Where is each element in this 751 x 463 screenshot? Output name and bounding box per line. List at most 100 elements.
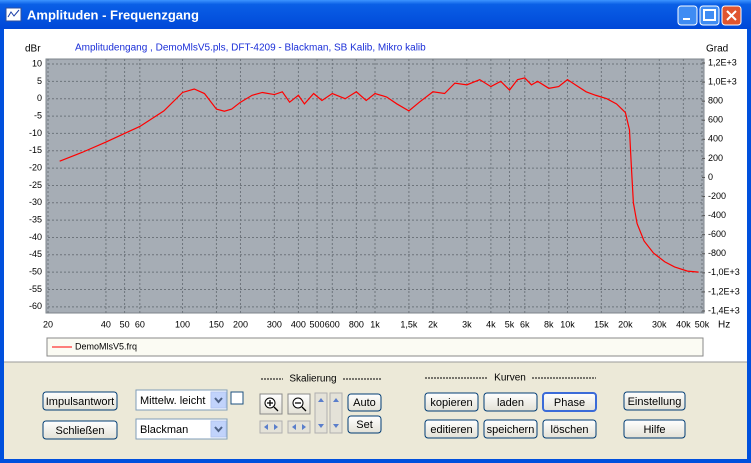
x-tick-label: 800 [349, 319, 364, 329]
y2-axis-label: Grad [706, 44, 728, 55]
y-tick-label: -30 [29, 197, 42, 207]
y-axis-label: dBr [25, 44, 41, 55]
button[interactable]: editieren [424, 419, 479, 439]
x-tick-label: 40k [676, 319, 691, 329]
y-tick-label: -35 [29, 214, 42, 224]
x-tick-label: 8k [544, 319, 554, 329]
y-tick-label: -50 [29, 267, 42, 277]
button[interactable]: Set [347, 415, 382, 434]
button[interactable]: löschen [542, 419, 597, 439]
title-bar [0, 0, 751, 29]
maximize-glyph [703, 9, 716, 21]
y-tick-label: 10 [32, 58, 42, 68]
button[interactable]: Auto [347, 393, 382, 412]
x-tick-label: 600 [325, 319, 340, 329]
button[interactable]: Einstellung [623, 391, 686, 411]
button-label: speichern [487, 424, 535, 436]
y2-tick-label: 1,2E+3 [708, 57, 737, 67]
minimize-button[interactable] [677, 5, 698, 26]
window-title: Amplituden - Frequenzgang [27, 7, 199, 22]
app-icon [5, 7, 22, 22]
data-line [59, 77, 699, 273]
button-label: Schließen [56, 425, 105, 437]
checkbox[interactable] [230, 391, 244, 405]
y-tick-label: -15 [29, 145, 42, 155]
button[interactable]: Impulsantwort [42, 391, 118, 411]
button-label: laden [497, 397, 524, 409]
y2-tick-label: 600 [708, 115, 723, 125]
x-tick-label: 1k [370, 319, 380, 329]
button-label: Einstellung [628, 396, 682, 408]
x-tick-label: 400 [291, 319, 306, 329]
y2-tick-label: 800 [708, 96, 723, 106]
select-value: Blackman [140, 424, 188, 436]
y2-tick-label: -200 [708, 191, 726, 201]
y-tick-label: -5 [34, 110, 42, 120]
y-tick-label: 0 [37, 93, 42, 103]
legend-label: DemoMlsV5.frq [75, 341, 137, 351]
zoom-out-button[interactable] [287, 393, 311, 415]
x-tick-label: 150 [209, 319, 224, 329]
shift-buttons[interactable] [314, 392, 343, 434]
button[interactable]: speichern [483, 419, 538, 439]
button[interactable]: Hilfe [623, 419, 686, 439]
x-tick-label: 20 [43, 319, 53, 329]
y2-tick-label: 0 [708, 172, 713, 182]
y-tick-label: -40 [29, 232, 42, 242]
chart-subtitle: Amplitudengang , DemoMlsV5.pls, DFT-4209… [75, 43, 426, 54]
button[interactable]: laden [483, 392, 538, 412]
y2-tick-label: -1,2E+3 [708, 286, 740, 296]
x-unit-label: Hz [718, 320, 730, 331]
legend [46, 337, 704, 357]
x-tick-label: 40 [101, 319, 111, 329]
y2-tick-label: -1,0E+3 [708, 267, 740, 277]
button-label: Set [356, 419, 373, 431]
x-tick-label: 1,5k [400, 319, 418, 329]
y2-tick-label: -400 [708, 210, 726, 220]
button-label: löschen [551, 424, 589, 436]
x-tick-label: 50k [695, 319, 710, 329]
button-label: Hilfe [643, 424, 665, 436]
button-label: Phase [554, 397, 585, 409]
button[interactable]: Phase [542, 392, 597, 412]
button[interactable]: kopieren [424, 392, 479, 412]
x-tick-label: 200 [233, 319, 248, 329]
zoom-in-button[interactable] [259, 393, 283, 415]
y2-tick-label: -600 [708, 229, 726, 239]
app-icon-glyph [7, 9, 20, 18]
x-tick-label: 15k [594, 319, 609, 329]
minimize-glyph [683, 18, 690, 20]
y2-tick-label: -1,4E+3 [708, 305, 740, 315]
y-tick-label: -45 [29, 249, 42, 259]
group-label: Skalierung [289, 374, 336, 385]
y-tick-label: -55 [29, 284, 42, 294]
close-glyph [726, 10, 737, 21]
maximize-button[interactable] [699, 5, 720, 26]
y-tick-label: -60 [29, 301, 42, 311]
y-tick-label: -20 [29, 162, 42, 172]
button-label: Auto [353, 397, 376, 409]
y2-tick-label: 1,0E+3 [708, 76, 737, 86]
button[interactable]: Schließen [42, 420, 118, 440]
button-label: kopieren [430, 397, 472, 409]
x-tick-label: 60 [135, 319, 145, 329]
y2-tick-label: 400 [708, 134, 723, 144]
plot: 10 50 -5 -10 -15 -20 -25 -30 -35 -40 -45 -50 -55 -60 1… [29, 57, 740, 357]
x-tick-label: 10k [560, 319, 575, 329]
select[interactable]: Blackman [135, 418, 228, 440]
select-value: Mittelw. leicht [140, 395, 205, 407]
x-tick-label: 30k [652, 319, 667, 329]
y2-tick-label: -800 [708, 248, 726, 258]
plot-background [45, 58, 705, 314]
pan-buttons[interactable] [259, 420, 311, 434]
x-tick-label: 50 [120, 319, 130, 329]
x-tick-label: 6k [520, 319, 530, 329]
select[interactable]: Mittelw. leicht [135, 389, 228, 411]
y-tick-label: -10 [29, 128, 42, 138]
x-tick-label: 20k [618, 319, 633, 329]
x-tick-label: 3k [462, 319, 472, 329]
button-label: editieren [430, 424, 472, 436]
y-tick-label: -25 [29, 180, 42, 190]
x-tick-label: 4k [486, 319, 496, 329]
